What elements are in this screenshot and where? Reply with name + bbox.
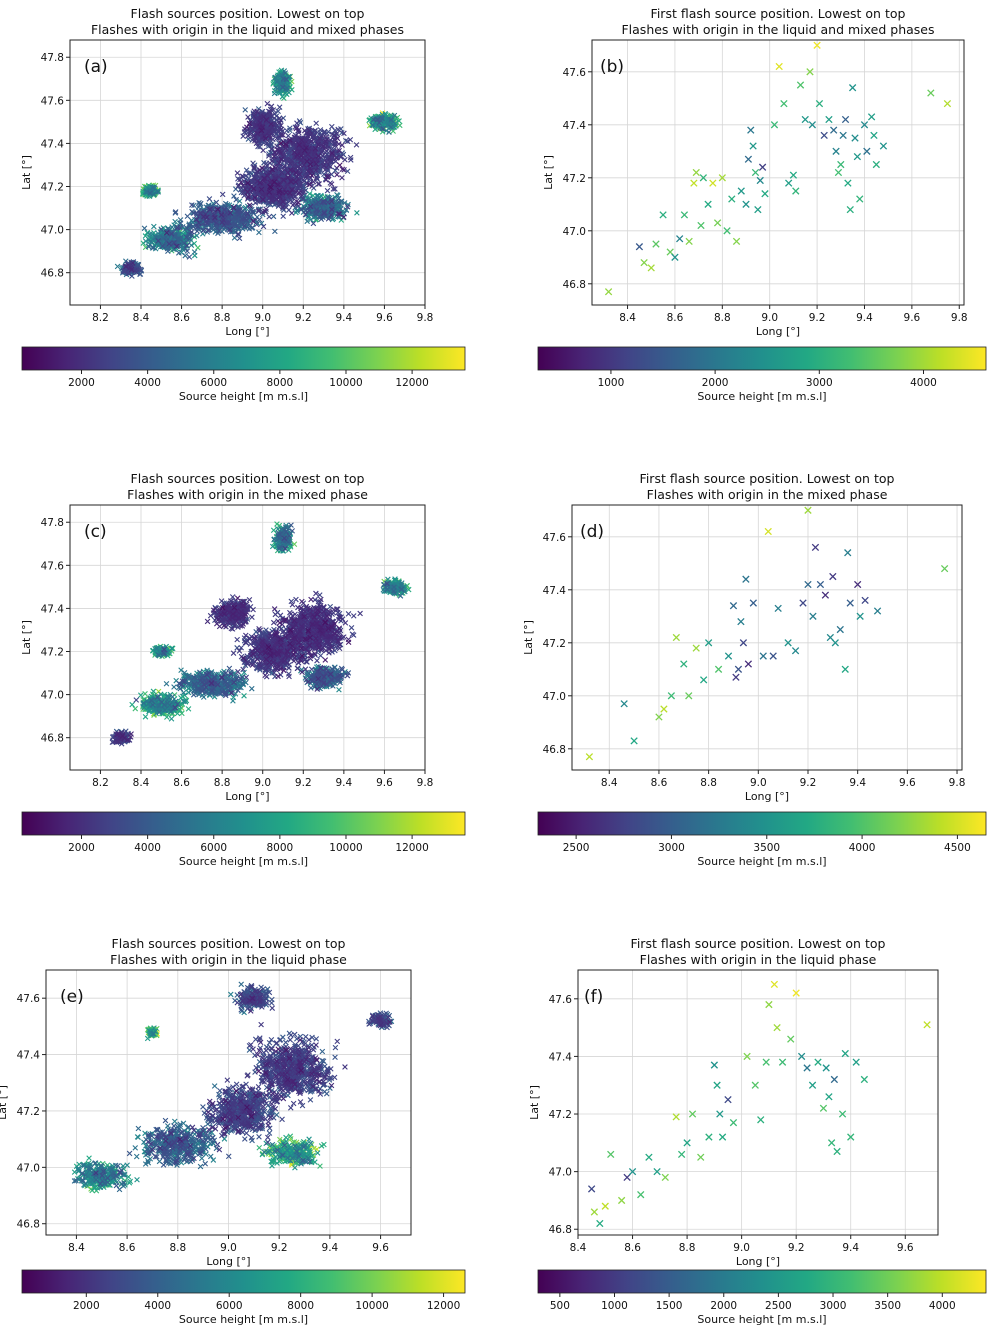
y-tick-label: 47.6: [41, 95, 65, 107]
x-tick-label: 9.8: [951, 312, 968, 324]
chart-title: First flash source position. Lowest on t…: [651, 6, 906, 21]
colorbar-tick-label: 2000: [68, 377, 95, 389]
x-tick-label: 9.4: [856, 312, 873, 324]
colorbar-tick-label: 8000: [266, 377, 293, 389]
chart-title: Flash sources position. Lowest on top: [131, 6, 365, 21]
x-tick-label: 8.6: [667, 312, 684, 324]
chart-subtitle: Flashes with origin in the mixed phase: [127, 487, 368, 502]
colorbar-label: Source height [m m.s.l]: [697, 390, 826, 403]
y-tick-label: 47.0: [41, 225, 64, 237]
colorbar-tick-label: 1000: [598, 377, 625, 389]
y-axis-label: Lat [°]: [20, 155, 33, 190]
chart-title: Flash sources position. Lowest on top: [131, 471, 365, 486]
x-tick-label: 9.6: [376, 312, 393, 324]
colorbar-label: Source height [m m.s.l]: [179, 390, 308, 403]
colorbar: [538, 347, 986, 370]
x-tick-label: 8.2: [92, 312, 109, 324]
chart-b: First flash source position. Lowest on t…: [500, 0, 987, 420]
chart-subtitle: Flashes with origin in the liquid and mi…: [91, 22, 404, 37]
panel-label: (a): [84, 57, 108, 77]
x-tick-label: 9.2: [295, 312, 312, 324]
x-tick-label: 9.2: [809, 312, 826, 324]
x-tick-label: 9.6: [904, 312, 921, 324]
x-tick-label: 9.0: [254, 312, 271, 324]
chart-c: Flash sources position. Lowest on topFla…: [0, 465, 480, 885]
x-tick-label: 9.0: [761, 312, 778, 324]
y-tick-label: 47.2: [41, 182, 64, 194]
x-tick-label: 8.4: [619, 312, 636, 324]
x-tick-label: 9.8: [417, 312, 434, 324]
colorbar-tick-label: 12000: [395, 377, 428, 389]
colorbar-tick-label: 4000: [910, 377, 937, 389]
x-tick-label: 8.8: [714, 312, 731, 324]
x-axis-label: Long [°]: [225, 325, 269, 338]
y-tick-label: 47.8: [41, 52, 64, 64]
chart-a: Flash sources position. Lowest on topFla…: [0, 0, 480, 420]
x-tick-label: 8.6: [173, 312, 190, 324]
x-tick-label: 9.4: [336, 312, 353, 324]
colorbar-tick-label: 10000: [329, 377, 362, 389]
chart-subtitle: Flashes with origin in the liquid and mi…: [621, 22, 934, 37]
colorbar-tick-label: 6000: [200, 377, 227, 389]
y-tick-label: 47.2: [563, 173, 586, 185]
x-tick-label: 8.4: [133, 312, 150, 324]
y-tick-label: 46.8: [41, 268, 64, 280]
panel-b: First flash source position. Lowest on t…: [500, 0, 987, 424]
colorbar-tick-label: 2000: [702, 377, 729, 389]
y-tick-label: 46.8: [563, 279, 586, 291]
y-tick-label: 47.4: [41, 138, 65, 150]
y-tick-label: 47.4: [563, 120, 587, 132]
colorbar-tick-label: 4000: [134, 377, 161, 389]
y-tick-label: 47.0: [563, 226, 586, 238]
panel-label: (b): [600, 57, 624, 77]
colorbar-tick-label: 3000: [806, 377, 833, 389]
y-axis-label: Lat [°]: [542, 155, 555, 190]
y-tick-label: 47.6: [563, 67, 587, 79]
colorbar: [22, 347, 465, 370]
x-tick-label: 8.8: [214, 312, 231, 324]
x-axis-label: Long [°]: [756, 325, 800, 338]
